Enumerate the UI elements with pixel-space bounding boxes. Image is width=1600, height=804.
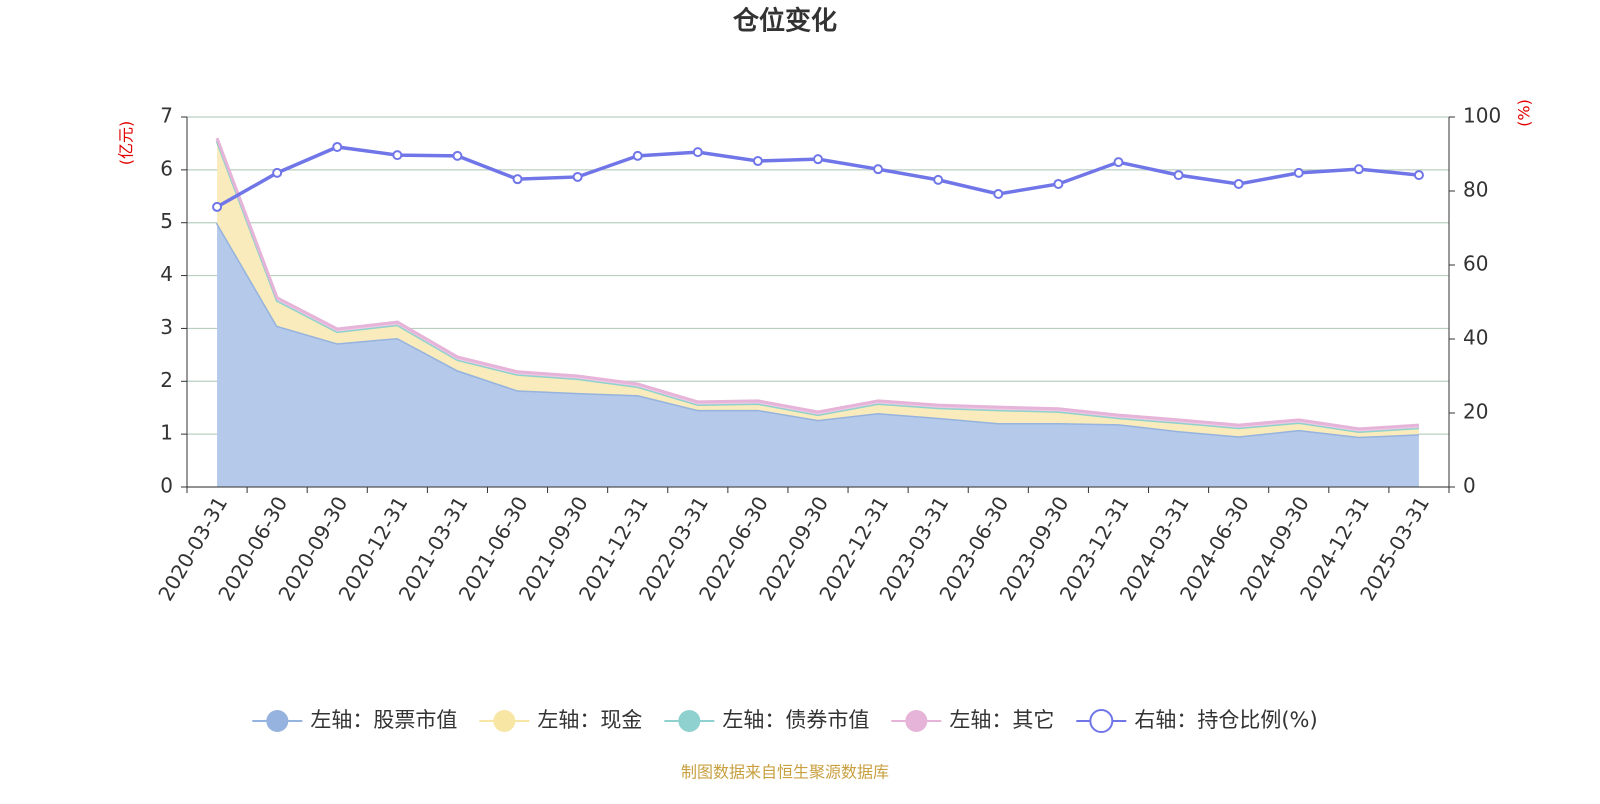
source-note: 制图数据来自恒生聚源数据库	[681, 763, 889, 782]
y2-axis-label: (%)	[1515, 99, 1534, 127]
y2-tick-label: 80	[1463, 178, 1488, 202]
legend-label: 左轴：股票市值	[310, 708, 457, 732]
legend-symbol	[905, 710, 928, 732]
line-point	[752, 156, 763, 167]
y-axis-label: (亿元)	[117, 121, 136, 166]
y2-tick-label: 0	[1463, 474, 1476, 498]
y-tick-label: 6	[160, 156, 173, 180]
legend-item: 左轴：债券市值	[664, 708, 869, 732]
line-point	[332, 141, 343, 152]
legend-symbol	[266, 710, 289, 732]
line-point	[1113, 157, 1124, 168]
legend-item: 左轴：其它	[891, 708, 1054, 732]
legend-item: 左轴：现金	[479, 708, 642, 732]
chart-title: 仓位变化	[732, 6, 837, 37]
y-tick-label: 1	[160, 421, 173, 445]
y2-tick-label: 60	[1463, 252, 1488, 276]
line-point	[1233, 178, 1244, 189]
line-point	[512, 174, 523, 185]
legend-item: 右轴：持仓比例(%)	[1076, 708, 1318, 733]
line-point	[392, 150, 403, 161]
line-point	[933, 174, 944, 185]
y-tick-label: 5	[160, 209, 173, 233]
line-point	[632, 150, 643, 161]
line-point	[272, 167, 283, 178]
line-point	[813, 154, 823, 165]
line-point	[452, 150, 463, 161]
y2-tick-label: 20	[1463, 400, 1488, 424]
line-point	[1353, 164, 1364, 175]
legend-label: 右轴：持仓比例(%)	[1134, 708, 1317, 732]
line-point	[993, 188, 1004, 199]
line-point	[1413, 170, 1424, 181]
y-tick-label: 2	[160, 368, 173, 392]
line-point	[1173, 170, 1184, 181]
legend-symbol	[678, 710, 701, 732]
legend-symbol	[1089, 709, 1114, 733]
area-line	[215, 137, 1420, 431]
y-tick-label: 4	[160, 262, 173, 286]
line-point	[873, 164, 884, 175]
legend: 左轴：股票市值 左轴：现金 左轴：债券市值 左轴：其它 右轴：持仓比例(%)	[252, 708, 1318, 733]
y-tick-label: 0	[160, 474, 173, 498]
y2-tick-label: 40	[1463, 326, 1488, 350]
line-point	[692, 147, 703, 158]
y-tick-label: 7	[160, 104, 173, 128]
y-tick-label: 3	[160, 315, 173, 339]
legend-label: 左轴：其它	[949, 708, 1054, 732]
legend-symbol	[493, 710, 516, 732]
legend-label: 左轴：债券市值	[722, 708, 869, 732]
line-point	[1293, 167, 1304, 178]
line-point	[572, 171, 583, 182]
area-fill	[217, 222, 1419, 487]
legend-item: 左轴：股票市值	[252, 708, 457, 732]
y2-tick-label: 100	[1463, 104, 1501, 128]
line-point	[1053, 178, 1064, 189]
legend-label: 左轴：现金	[537, 708, 642, 732]
line-point	[212, 201, 223, 212]
